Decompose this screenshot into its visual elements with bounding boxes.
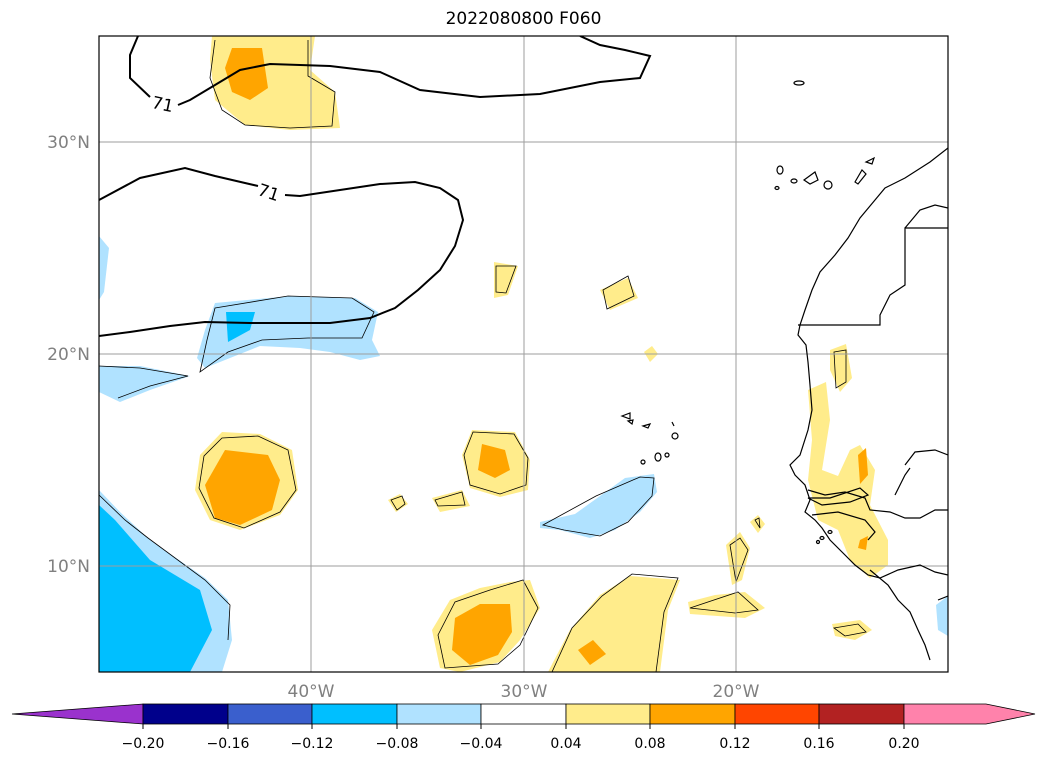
colorbar-tick-label: 0.04 [550,736,581,752]
height-contour-71 [99,36,652,337]
colorbar-extend-low [11,703,144,725]
colorbar-tick-label: 0.20 [888,736,919,752]
colorbar-segment [734,703,820,725]
lon-label: 40°W [288,682,335,702]
lon-label: 30°W [501,682,548,702]
colorbar-tick-label: −0.16 [207,736,250,752]
negative-anomaly-medium [99,312,255,672]
colorbar-segment [311,703,398,725]
colorbar-segment [142,703,229,725]
colorbar [11,703,1036,725]
colorbar-tick-label: 0.08 [634,736,665,752]
colorbar-tick-label: −0.04 [460,736,503,752]
colorbar-ticks [142,724,905,729]
positive-anomaly-medium [205,48,868,665]
colorbar-segment [227,703,313,725]
colorbar-tick-labels: −0.20 −0.16 −0.12 −0.08 −0.04 0.04 0.08 … [122,736,920,752]
colorbar-segment [396,703,482,725]
lon-label: 20°W [713,682,760,702]
lat-label: 10°N [47,557,90,577]
latitude-labels: 30°N 20°N 10°N [47,133,90,577]
colorbar-segment [818,703,905,725]
lat-label: 30°N [47,133,90,153]
colorbar-extend-high [903,703,1036,725]
longitude-labels: 40°W 30°W 20°W [288,682,760,702]
colorbar-tick-label: −0.12 [291,736,334,752]
map-panel: 71 71 [99,36,948,672]
coastlines [789,147,948,661]
colorbar-tick-label: 0.12 [719,736,750,752]
lat-label: 20°N [47,345,90,365]
colorbar-segment [565,703,651,725]
map-title: 2022080800 F060 [445,9,602,29]
colorbar-tick-label: 0.16 [803,736,834,752]
colorbar-segment [480,703,567,725]
anomaly-contour-outlines [99,39,867,672]
colorbar-tick-label: −0.08 [376,736,419,752]
colorbar-tick-label: −0.20 [122,736,165,752]
islands [620,80,876,545]
map-frame [98,35,949,673]
contour-label-71-a: 71 [150,93,175,117]
colorbar-segment [649,703,736,725]
